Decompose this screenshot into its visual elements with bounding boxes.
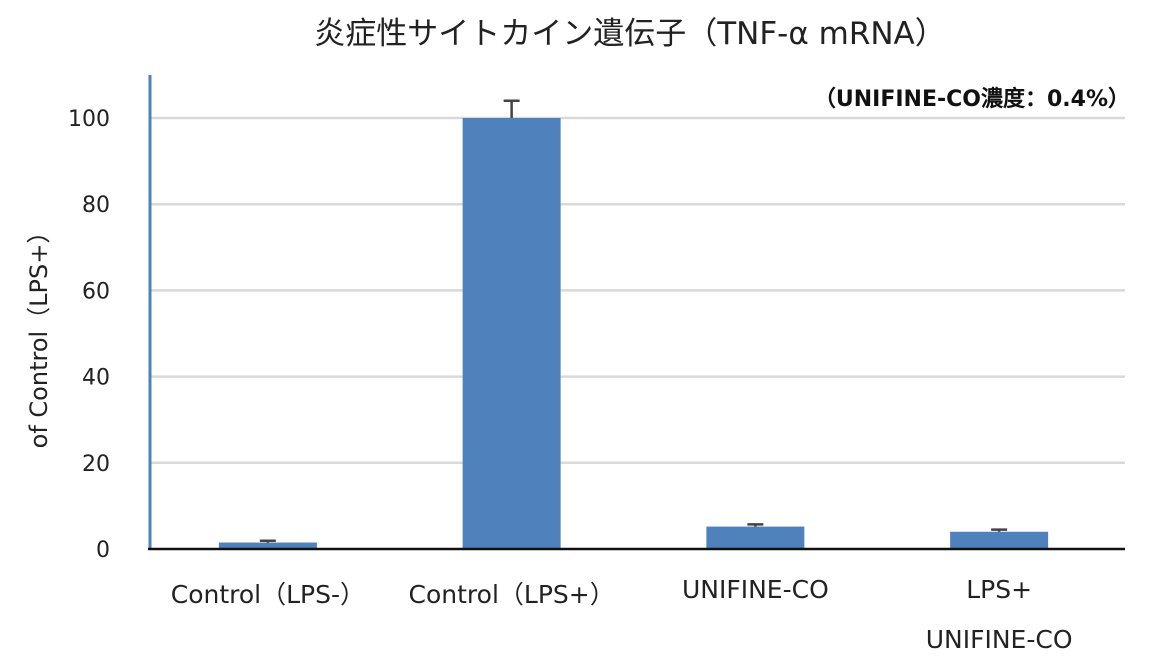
error-bars [259, 99, 1008, 543]
chart-annotation: （UNIFINE-CO濃度：0.4%） [814, 86, 1130, 112]
y-tick-label: 40 [82, 366, 110, 391]
bar [706, 526, 805, 549]
bar [462, 118, 561, 549]
x-category-label: UNIFINE-CO [926, 625, 1073, 654]
y-tick-label: 60 [82, 279, 110, 304]
y-tick-labels: 0 20 40 60 80 100 [68, 107, 110, 563]
y-tick-label: 100 [68, 107, 110, 132]
bars [218, 118, 1049, 549]
x-category-labels: Control（LPS-） Control（LPS+） UNIFINE-CO LPS+… [171, 575, 1073, 654]
y-axis-label: of Control（LPS+） [25, 220, 53, 449]
x-category-label: Control（LPS-） [171, 580, 365, 609]
bar [218, 542, 317, 549]
y-tick-label: 20 [82, 452, 110, 477]
bar [950, 531, 1049, 549]
x-category-label: LPS+ [966, 575, 1032, 604]
gridlines [150, 116, 1125, 465]
y-tick-label: 0 [96, 538, 110, 563]
y-tick-label: 80 [82, 193, 110, 218]
x-category-label: Control（LPS+） [409, 580, 615, 609]
chart-title: 炎症性サイトカイン遺伝子（TNF-α mRNA） [314, 16, 946, 52]
x-category-label: UNIFINE-CO [682, 575, 829, 604]
